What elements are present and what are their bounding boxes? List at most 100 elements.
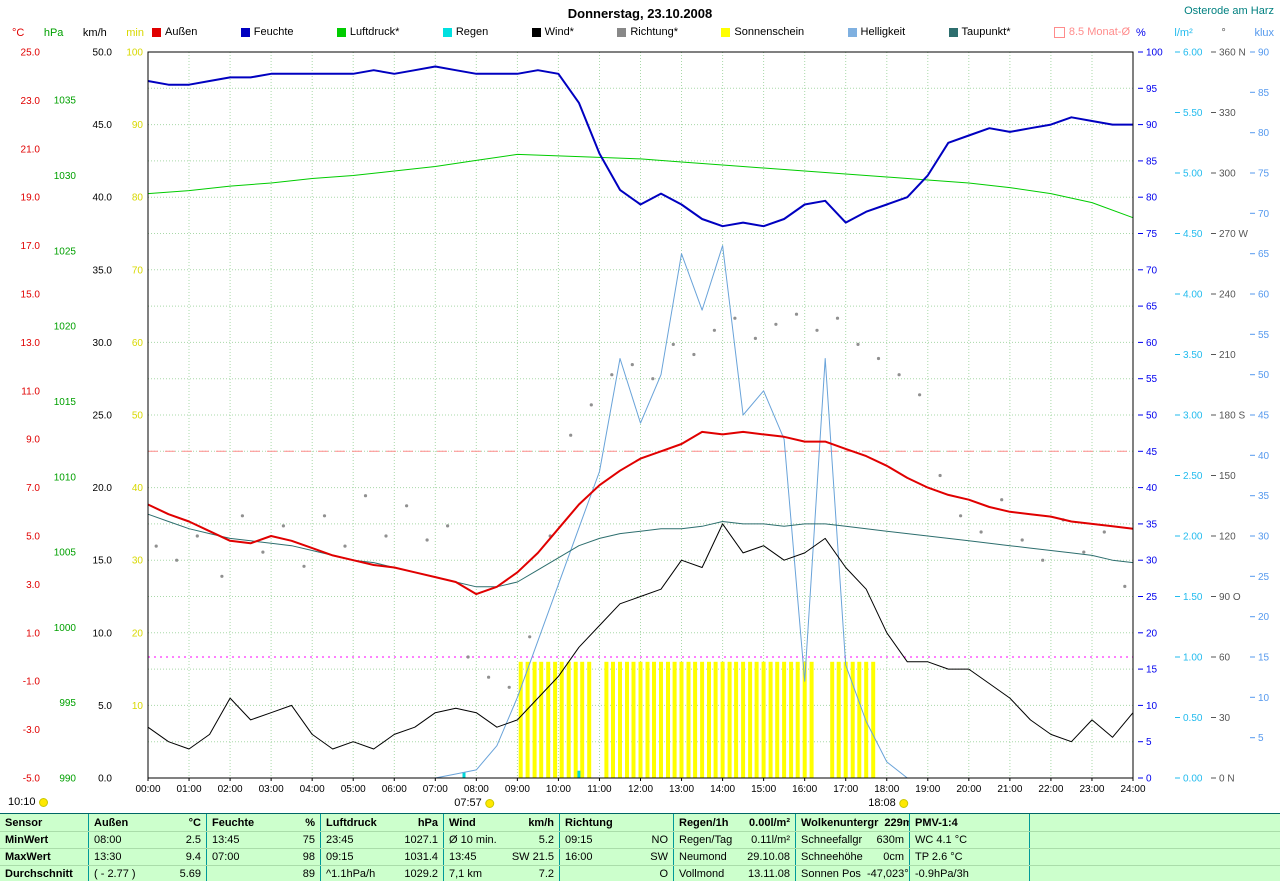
- axis-tick-hpa: 990: [59, 774, 76, 785]
- series-wind: [147, 523, 1134, 750]
- plot-area[interactable]: [148, 52, 1133, 778]
- axis-tick-klux: 25: [1258, 572, 1270, 583]
- legend-swatch-icon: [617, 27, 627, 37]
- axis-tick-klux: 90: [1258, 48, 1270, 59]
- stats-table: Sensor Außen °C Feuchte% Luftdruck hPa Wind km/…: [0, 813, 1280, 881]
- right-axis-unit-label: %: [1136, 27, 1146, 39]
- bar-sonnenschein: [830, 661, 835, 778]
- stats-cell: WC 4.1 °C: [909, 832, 1029, 848]
- legend-label: Sonnenschein: [734, 26, 805, 38]
- dot-richtung: [466, 655, 470, 659]
- x-tick-label: 11:00: [587, 784, 612, 795]
- legend-label: Regen: [455, 26, 489, 38]
- axis-tick-kmh: 15.0: [93, 556, 113, 567]
- axis-tick-hpa: 1035: [54, 96, 77, 107]
- x-tick-label: 21:00: [997, 784, 1022, 795]
- series-luftdruck: [147, 153, 1134, 219]
- chart-legend: Außen Feuchte Luftdruck* Regen Wind* Richtung…: [152, 26, 1130, 38]
- axis-tick-min: 50: [132, 411, 144, 422]
- axis-tick-kmh: 30.0: [93, 338, 113, 349]
- legend-item-richtung[interactable]: Richtung*: [617, 26, 678, 38]
- bar-sonnenschein: [652, 661, 656, 778]
- stats-filler: [1029, 849, 1280, 865]
- axis-tick-min: 40: [132, 483, 144, 494]
- dot-richtung: [835, 316, 840, 320]
- axis-tick-lm2: 1.00: [1183, 653, 1203, 664]
- bar-sonnenschein: [679, 661, 684, 778]
- stats-cell: 09:15 1031.4: [320, 849, 443, 865]
- legend-item-helligkeit[interactable]: Helligkeit: [847, 26, 906, 38]
- stats-cell: Regen/1h 0.00l/m²: [673, 814, 795, 831]
- current-time: 10:10: [8, 796, 48, 808]
- bar-sonnenschein: [761, 661, 766, 778]
- bar-sonnenschein: [700, 661, 705, 778]
- legend-label: Richtung*: [630, 26, 679, 38]
- stats-cell: MinWert: [5, 834, 49, 846]
- axis-tick-lm2: 3.00: [1183, 411, 1203, 422]
- stats-cell: 13:45 SW 21.5: [443, 849, 559, 865]
- axis-tick-lm2: 4.00: [1183, 290, 1203, 301]
- axis-tick-klux: 55: [1258, 330, 1270, 341]
- x-tick-label: 12:00: [628, 784, 653, 795]
- bar-sonnenschein: [553, 661, 558, 778]
- axis-tick-temp_c: -5.0: [23, 774, 41, 785]
- legend-item-taupunkt[interactable]: Taupunkt*: [948, 26, 1011, 38]
- bar-sonnenschein: [768, 661, 773, 778]
- axis-tick-temp_c: 13.0: [21, 338, 41, 349]
- dot-richtung: [671, 342, 675, 346]
- bar-sonnenschein: [625, 661, 629, 778]
- x-tick-label: 16:00: [792, 784, 817, 795]
- axis-tick-deg: 300: [1219, 169, 1236, 180]
- stats-cell: TP 2.6 °C: [909, 849, 1029, 865]
- legend-item-regen[interactable]: Regen: [442, 26, 489, 38]
- x-tick-label: 18:00: [874, 784, 899, 795]
- legend-item-monatsmittel[interactable]: 8.5 Monat-Ø: [1053, 26, 1130, 38]
- axis-tick-lm2: 3.50: [1183, 350, 1203, 361]
- axis-tick-lm2: 5.50: [1183, 108, 1203, 119]
- axis-tick-kmh: 5.0: [98, 701, 112, 712]
- dot-richtung: [446, 524, 450, 528]
- legend-item-aussen[interactable]: Außen: [152, 26, 197, 38]
- legend-label: Taupunkt*: [961, 26, 1011, 38]
- axis-tick-hpa: 1015: [54, 397, 77, 408]
- legend-item-luftdruck[interactable]: Luftdruck*: [336, 26, 399, 38]
- weather-chart: 25.0 23.0 21.0 19.0 17.0 15.0 13.0 11.0 9.0 7.0 5.…: [21, 48, 1270, 796]
- axis-tick-temp_c: 15.0: [21, 290, 41, 301]
- x-tick-label: 00:00: [135, 784, 160, 795]
- legend-item-sonnenschein[interactable]: Sonnenschein: [721, 26, 804, 38]
- axis-tick-kmh: 50.0: [93, 48, 113, 59]
- stats-cell: Sonnen Pos -47,023°: [795, 866, 909, 881]
- station-name: Osterode am Harz: [1184, 5, 1274, 17]
- dot-richtung: [240, 514, 244, 518]
- stats-cell: PMV-1:4: [909, 814, 1029, 831]
- legend-item-feuchte[interactable]: Feuchte: [240, 26, 294, 38]
- x-tick-label: 07:00: [423, 784, 448, 795]
- stats-cell: 23:45 1027.1: [320, 832, 443, 848]
- x-tick-label: 20:00: [956, 784, 981, 795]
- bar-sonnenschein: [611, 661, 615, 778]
- axis-tick-hpa: 1025: [54, 246, 77, 257]
- dot-richtung: [876, 356, 881, 361]
- legend-swatch-icon: [531, 27, 541, 37]
- sunset-marker-icon: [898, 798, 908, 808]
- dot-richtung: [918, 393, 922, 397]
- sunrise-time: 07:57: [454, 797, 494, 809]
- legend-swatch-icon: [442, 27, 452, 37]
- stats-row: MaxWert 13:30 9.4 07:00 98 09:15 1031.4 13:45 SW…: [0, 848, 1280, 865]
- bar-sonnenschein: [836, 661, 841, 778]
- axis-tick-klux: 20: [1258, 612, 1270, 623]
- stats-cell: Wind km/h: [443, 814, 559, 831]
- legend-label: Helligkeit: [860, 26, 906, 38]
- bar-sonnenschein: [518, 661, 523, 778]
- axis-tick-lm2: 0.50: [1183, 713, 1203, 724]
- bar-sonnenschein: [580, 661, 585, 778]
- legend-label: Feuchte: [253, 26, 294, 38]
- x-tick-label: 19:00: [915, 784, 940, 795]
- dot-richtung: [220, 574, 224, 578]
- axis-tick-deg: 60: [1219, 653, 1231, 664]
- stats-cell: 7,1 km 7.2: [443, 866, 559, 881]
- legend-item-wind[interactable]: Wind*: [531, 26, 574, 38]
- sun-marker-icon: [38, 797, 48, 807]
- bar-sonnenschein: [734, 661, 739, 778]
